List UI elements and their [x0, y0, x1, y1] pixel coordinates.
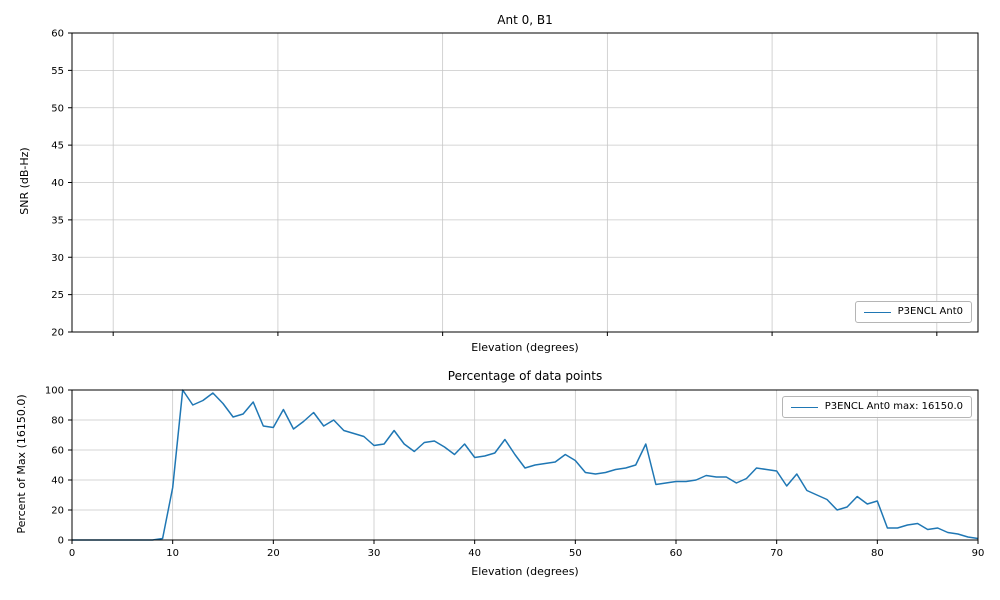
- ytick-label: 40: [51, 178, 64, 189]
- xtick-label: 50: [569, 548, 582, 559]
- ytick-label: 30: [51, 253, 64, 264]
- xtick-label: 80: [871, 548, 884, 559]
- legend-line-sample-icon: [863, 311, 891, 313]
- xtick-label: 70: [770, 548, 783, 559]
- xtick-label: 40: [468, 548, 481, 559]
- chart-1-axes: 20 25 30 35 40 45 50 55 60: [51, 29, 979, 339]
- ytick-label: 60: [51, 29, 64, 40]
- snr-chart-ylabel: SNR (dB-Hz): [18, 147, 31, 215]
- xtick-label: 90: [972, 548, 985, 559]
- ytick-label: 40: [51, 476, 64, 487]
- xtick-label: 30: [368, 548, 381, 559]
- ytick-label: 20: [51, 506, 64, 517]
- legend-line-sample-icon: [790, 406, 818, 408]
- xtick-label: 20: [267, 548, 280, 559]
- series-line: [72, 389, 979, 541]
- xtick-label: 0: [69, 548, 75, 559]
- snr-chart-legend-label: P3ENCL Ant0: [897, 306, 963, 317]
- percentage-chart-legend: P3ENCL Ant0 max: 16150.0: [781, 396, 972, 418]
- xtick-label: 10: [166, 548, 179, 559]
- snr-chart-legend: P3ENCL Ant0: [854, 301, 972, 323]
- percentage-chart-xlabel: Elevation (degrees): [471, 565, 579, 578]
- snr-chart-title: Ant 0, B1: [497, 13, 553, 27]
- ytick-label: 80: [51, 416, 64, 427]
- percentage-chart-ylabel: Percent of Max (16150.0): [15, 394, 28, 534]
- ytick-label: 60: [51, 446, 64, 457]
- ytick-label: 45: [51, 141, 64, 152]
- percentage-chart-legend-label: P3ENCL Ant0 max: 16150.0: [824, 401, 963, 412]
- ytick-label: 50: [51, 103, 64, 114]
- chart-2-axes: 0 20 40 60 80 100 0 10 20 30 40 50 60 70 80 90: [45, 386, 984, 560]
- axes-border: [71, 389, 979, 541]
- snr-chart-xlabel: Elevation (degrees): [471, 341, 579, 354]
- xtick-label: 60: [670, 548, 683, 559]
- ytick-label: 55: [51, 66, 64, 77]
- ytick-label: 20: [51, 328, 64, 339]
- percentage-chart-title: Percentage of data points: [447, 369, 603, 383]
- ytick-label: 35: [51, 215, 64, 226]
- ytick-label: 0: [58, 536, 64, 547]
- ytick-label: 25: [51, 290, 64, 301]
- ytick-label: 100: [45, 386, 64, 397]
